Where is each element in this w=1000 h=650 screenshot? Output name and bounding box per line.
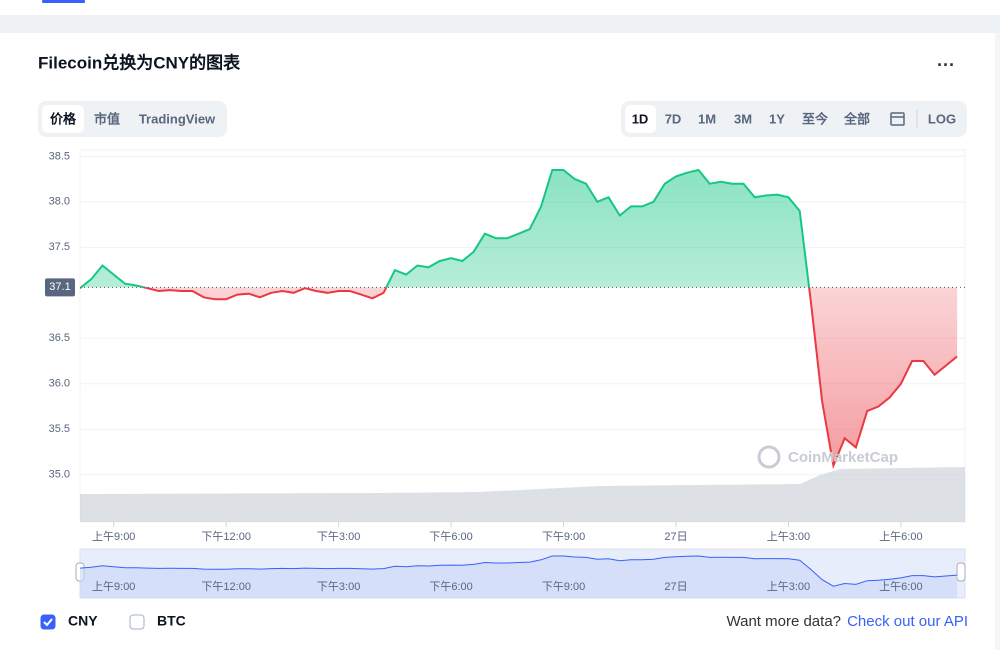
active-range	[625, 105, 656, 133]
x-tick-label: 下午6:00	[429, 530, 472, 543]
x-tick-label: 27日	[664, 531, 687, 543]
range-group	[621, 101, 967, 137]
range-button[interactable]: LOG	[928, 111, 956, 126]
y-tick-label: 36.0	[49, 378, 70, 390]
watermark-logo	[757, 445, 781, 469]
range-button[interactable]: 7D	[665, 111, 682, 126]
x-tick-label: 下午12:00	[201, 530, 251, 543]
toggle-label[interactable]: BTC	[157, 613, 186, 629]
navigator-tick-label: 上午9:00	[92, 580, 135, 593]
x-tick-label: 上午6:00	[879, 530, 922, 543]
navigator-tick-label: 上午3:00	[767, 580, 810, 593]
range-button[interactable]: 1Y	[769, 111, 785, 126]
range-button[interactable]: 至今	[802, 111, 829, 126]
calendar-icon[interactable]	[890, 112, 905, 126]
navigator-tick-label: 下午6:00	[429, 580, 472, 593]
y-tick-label: 36.5	[49, 332, 70, 344]
top-tab-indicator	[42, 0, 85, 3]
baseline-label: 37.1	[49, 281, 70, 293]
x-tick-label: 下午9:00	[542, 530, 585, 543]
y-tick-label: 38.5	[49, 150, 70, 162]
x-tick-label: 上午9:00	[92, 530, 135, 543]
y-tick-label: 37.5	[49, 241, 70, 253]
navigator-handle[interactable]	[956, 562, 966, 582]
area-up	[81, 170, 810, 288]
range-button[interactable]: 全部	[843, 111, 870, 126]
range-button[interactable]: 1D	[632, 111, 649, 126]
baseline-tag	[45, 278, 75, 297]
active-tab	[42, 105, 84, 133]
x-tick-label: 下午3:00	[317, 530, 360, 543]
api-prompt: Want more data?	[727, 613, 842, 630]
navigator-area	[80, 556, 958, 598]
checkbox[interactable]	[129, 614, 145, 630]
checkmark	[43, 618, 53, 627]
x-tick-label: 上午3:00	[767, 530, 810, 543]
view-tab[interactable]: TradingView	[139, 111, 216, 126]
more-menu[interactable]: ···	[937, 55, 955, 75]
api-link[interactable]: Check out our API	[847, 613, 968, 630]
tab-group	[38, 101, 227, 137]
navigator-tick-label: 上午6:00	[879, 580, 922, 593]
range-button[interactable]: 1M	[698, 111, 716, 126]
top-band	[0, 15, 1000, 33]
toggle-label[interactable]: CNY	[68, 613, 98, 629]
y-tick-label: 35.0	[49, 469, 70, 481]
price-line-down	[80, 287, 958, 470]
navigator-tick-label: 27日	[664, 581, 687, 593]
navigator-tick-label: 下午9:00	[542, 580, 585, 593]
navigator-content: 上午9:00 下午12:00 下午3:00 下午6:00 下午9:00 27日 上午3:00…	[79, 555, 958, 598]
watermark: CoinMarketCap	[788, 449, 898, 466]
range-button[interactable]: 3M	[734, 111, 752, 126]
y-tick-label: 38.0	[49, 196, 70, 208]
view-tab[interactable]: 价格	[50, 111, 77, 126]
volume-band	[80, 467, 965, 522]
navigator-line	[79, 555, 958, 587]
navigator-tick-label: 下午12:00	[201, 580, 251, 593]
area-down	[80, 287, 958, 466]
checkbox[interactable]	[40, 614, 56, 630]
plot: 35.0 35.5 36.0 36.5 37.5 38.0 38.5 上午9:00 下午12:0…	[45, 150, 965, 543]
chart-title: Filecoin兑换为CNY的图表	[38, 52, 241, 72]
view-tab[interactable]: 市值	[94, 111, 120, 126]
side-strip	[995, 33, 1000, 650]
price-line-up	[80, 168, 811, 288]
navigator-tick-label: 下午3:00	[317, 580, 360, 593]
y-tick-label: 35.5	[49, 423, 70, 435]
